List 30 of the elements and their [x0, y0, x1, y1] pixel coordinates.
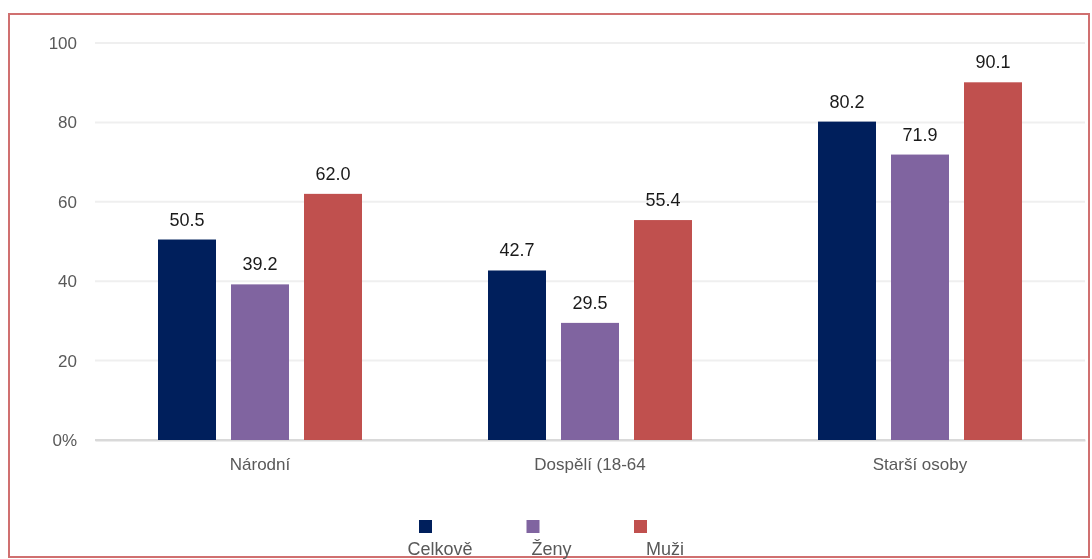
legend-label: Muži — [645, 539, 685, 559]
data-label: 62.0 — [315, 163, 351, 184]
y-tick-label: 100 — [48, 33, 77, 53]
data-label: 80.2 — [829, 91, 865, 112]
bar — [561, 322, 619, 440]
bar — [231, 284, 289, 440]
bar — [634, 220, 692, 440]
legend-label: Ženy — [531, 539, 572, 559]
y-tick-label: 0% — [52, 430, 77, 450]
bar — [304, 193, 362, 440]
data-label: 29.5 — [572, 292, 608, 313]
data-label: 90.1 — [975, 52, 1011, 73]
bar — [158, 239, 216, 440]
bar — [964, 82, 1022, 440]
y-tick-label: 40 — [58, 272, 77, 292]
data-label: 42.7 — [499, 240, 535, 261]
bar — [891, 154, 949, 440]
x-tick-label: Starší osoby — [872, 455, 968, 475]
y-tick-label: 20 — [58, 351, 77, 371]
x-tick-label: Dospělí (18-64 — [534, 455, 646, 475]
data-label: 55.4 — [645, 190, 681, 211]
bar — [488, 270, 546, 440]
data-label: 50.5 — [169, 209, 205, 230]
y-tick-label: 80 — [58, 113, 77, 133]
data-label: 39.2 — [242, 254, 278, 275]
x-tick-label: Národní — [229, 455, 291, 475]
legend-label: Celkově — [407, 539, 473, 559]
bar — [818, 121, 876, 440]
data-label: 71.9 — [902, 124, 938, 145]
y-tick-label: 60 — [58, 192, 77, 212]
